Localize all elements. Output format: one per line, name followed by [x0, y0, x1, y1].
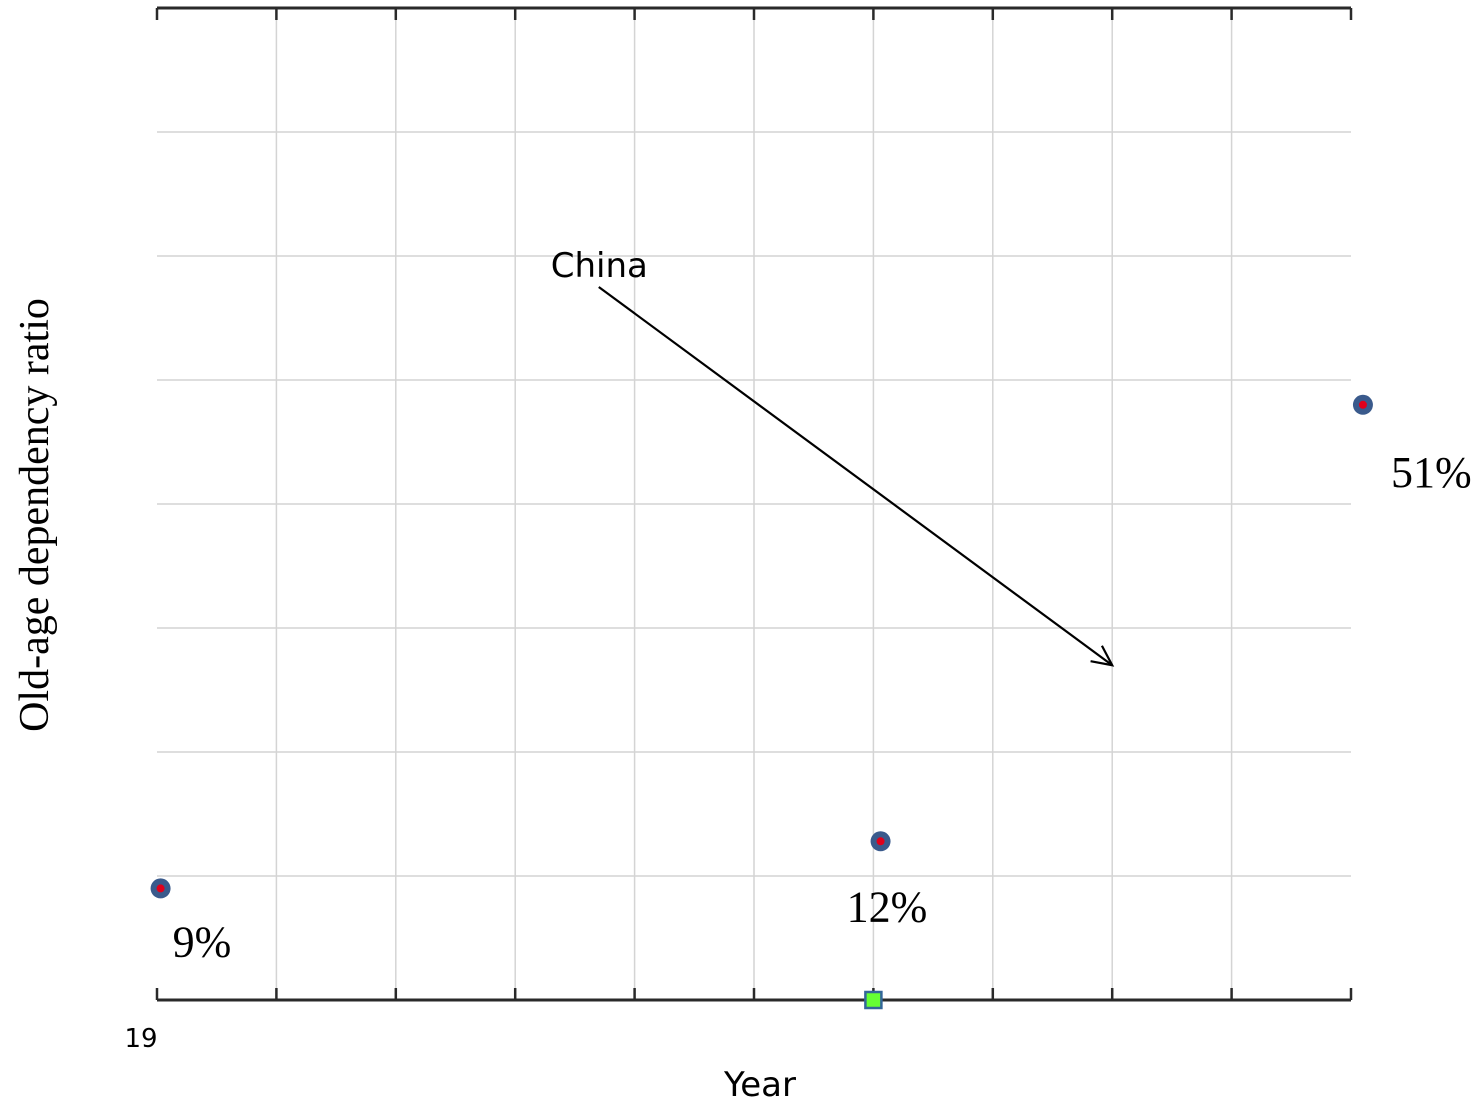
annotation-arrowhead — [1090, 645, 1115, 667]
x-tick-label: 19 — [124, 1024, 157, 1054]
data-point-center — [156, 884, 165, 893]
horizontal-gridlines — [157, 131, 1351, 877]
annotation-arrow-line — [598, 286, 1113, 667]
annotation: China — [551, 246, 1115, 667]
point-labels: 9% 12% 51% — [173, 448, 1472, 967]
axis-ticks — [155, 8, 1353, 1000]
x-axis-label: Year — [723, 1065, 796, 1104]
annotation-label: China — [551, 246, 648, 286]
data-point-center — [876, 837, 885, 846]
data-point-center — [1358, 400, 1367, 409]
data-label: 12% — [847, 882, 928, 931]
data-points — [150, 394, 1373, 1010]
data-label: 51% — [1391, 448, 1472, 497]
y-axis-label: Old-age dependency ratio — [12, 298, 58, 732]
highlight-marker — [864, 990, 883, 1010]
x-tick-labels: 19 — [124, 1024, 157, 1054]
data-label: 9% — [173, 917, 232, 966]
